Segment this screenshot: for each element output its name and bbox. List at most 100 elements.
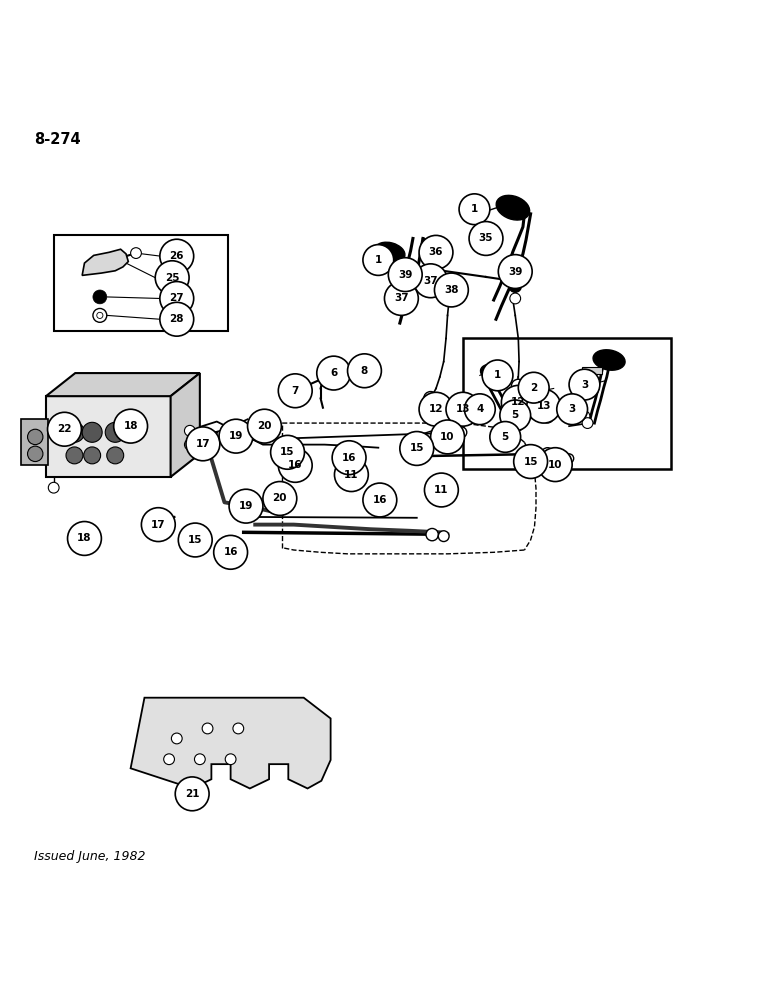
Circle shape [113,409,147,443]
Ellipse shape [480,364,507,382]
Circle shape [82,422,102,442]
Circle shape [28,446,43,462]
Text: 13: 13 [537,401,551,411]
Text: 2: 2 [530,383,537,393]
Circle shape [511,379,525,393]
Polygon shape [130,698,330,788]
Text: 1: 1 [494,370,501,380]
Text: 38: 38 [444,285,459,295]
Circle shape [498,255,532,288]
Circle shape [141,508,175,542]
Text: 16: 16 [373,495,387,505]
Circle shape [499,400,530,431]
Circle shape [175,777,209,811]
Circle shape [160,302,194,336]
Bar [22,419,49,465]
Text: 12: 12 [428,404,443,414]
Circle shape [263,482,296,515]
Circle shape [525,452,536,463]
Text: 21: 21 [185,789,199,799]
Text: 7: 7 [292,386,299,396]
Circle shape [509,280,521,292]
Circle shape [185,425,195,436]
Text: 17: 17 [151,520,166,530]
Circle shape [67,522,101,555]
Circle shape [363,483,397,517]
Text: 15: 15 [188,535,202,545]
Text: 39: 39 [398,270,412,280]
Bar [54,235,229,331]
Text: 35: 35 [479,233,493,243]
Circle shape [105,422,125,442]
Circle shape [510,293,520,304]
Circle shape [275,496,285,507]
Text: 37: 37 [423,276,438,286]
Text: 5: 5 [512,410,519,420]
Circle shape [186,427,220,461]
Circle shape [189,440,201,452]
Circle shape [49,482,59,493]
Ellipse shape [593,350,625,370]
Text: 25: 25 [165,273,179,283]
Text: 8-274: 8-274 [34,132,80,147]
Circle shape [501,385,535,419]
Circle shape [438,531,449,542]
Polygon shape [82,249,128,275]
Circle shape [225,754,236,765]
Circle shape [431,420,465,454]
Circle shape [541,411,554,423]
Circle shape [411,442,422,453]
Text: 16: 16 [288,460,303,470]
Polygon shape [171,373,200,477]
Circle shape [554,451,564,462]
Text: 18: 18 [77,533,92,543]
Circle shape [541,448,554,460]
Circle shape [332,441,366,475]
Text: 4: 4 [476,404,483,414]
Circle shape [414,264,448,298]
Circle shape [178,523,212,557]
Circle shape [513,445,547,478]
Circle shape [160,239,194,273]
Text: 36: 36 [428,247,443,257]
Circle shape [465,394,495,425]
Circle shape [107,447,124,464]
FancyBboxPatch shape [46,396,171,477]
Text: Issued June, 1982: Issued June, 1982 [34,850,145,863]
Text: 10: 10 [548,460,563,470]
Circle shape [490,422,520,452]
Circle shape [271,435,304,469]
Circle shape [446,392,480,426]
Circle shape [363,245,394,275]
Circle shape [214,535,248,569]
Text: 3: 3 [581,380,588,390]
Circle shape [202,723,213,734]
Circle shape [124,422,144,442]
Text: 15: 15 [280,447,295,457]
Circle shape [233,723,244,734]
Circle shape [582,418,593,428]
Circle shape [164,754,174,765]
Circle shape [48,412,81,446]
Circle shape [425,473,459,507]
Circle shape [482,360,513,391]
Circle shape [388,258,422,292]
Polygon shape [46,373,200,396]
Circle shape [229,489,263,523]
Text: 1: 1 [374,255,382,265]
Text: 26: 26 [170,251,184,261]
Text: 15: 15 [523,457,538,467]
Circle shape [579,411,590,422]
Circle shape [248,409,281,443]
Circle shape [83,447,100,464]
Circle shape [415,450,426,461]
Circle shape [28,429,43,445]
Text: 39: 39 [508,267,523,277]
Circle shape [185,439,195,450]
Text: 37: 37 [394,293,408,303]
Text: 17: 17 [195,439,210,449]
Bar [582,367,602,374]
Circle shape [262,422,273,432]
Circle shape [435,395,448,408]
Text: 27: 27 [170,293,184,303]
